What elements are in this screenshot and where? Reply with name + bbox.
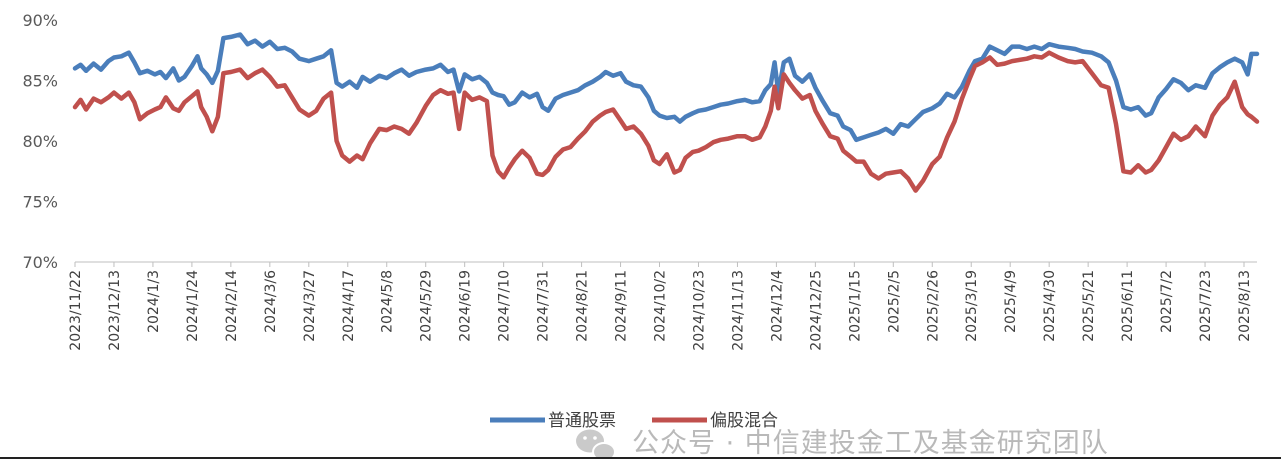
series-line-1 [72,32,1260,143]
x-tick-label: 2025/8/13 [1237,270,1253,342]
x-tick-label: 2023/12/13 [107,270,123,351]
x-tick-label: 2024/10/2 [653,270,669,342]
x-tick-label: 2025/2/5 [886,270,902,333]
x-tick-label: 2024/8/21 [575,270,591,342]
x-tick-label: 2024/1/24 [185,270,201,342]
x-tick-label: 2024/5/8 [380,270,396,333]
y-tick-label: 90% [22,11,58,30]
legend: 普通股票 偏股混合 [490,411,778,431]
y-axis: 70% 75% 80% 85% 90% [22,11,58,272]
x-tick-label: 2024/4/17 [341,270,357,342]
legend-label: 普通股票 [548,411,616,431]
x-tick-label: 2024/12/25 [808,270,824,351]
x-tick-label: 2024/3/6 [263,270,279,333]
y-tick-label: 80% [22,132,58,151]
x-tick-label: 2024/1/3 [146,270,162,333]
y-tick-label: 75% [22,193,58,212]
x-tick-label: 2024/2/14 [224,270,240,342]
x-tick-label: 2024/3/27 [302,270,318,342]
legend-label: 偏股混合 [710,411,778,431]
x-tick-label: 2025/5/21 [1081,270,1097,342]
watermark-text: 公众号 · 中信建投金工及基金研究团队 [632,428,1109,459]
y-tick-label: 70% [22,253,58,272]
x-tick-label: 2025/1/15 [847,270,863,342]
x-tick-label: 2023/11/22 [68,270,84,351]
series-line-2 [72,50,1260,193]
x-tick-label: 2024/5/29 [419,270,435,342]
x-tick-label: 2025/7/23 [1198,270,1214,342]
x-tick-label: 2025/3/19 [964,270,980,342]
x-tick-label: 2024/6/19 [458,270,474,342]
x-tick-label: 2025/2/26 [925,270,941,342]
x-tick-label: 2024/7/31 [536,270,552,342]
x-tick-label: 2025/4/30 [1042,270,1058,342]
watermark: 公众号 · 中信建投金工及基金研究团队 [576,428,1109,459]
x-tick-label: 2024/12/4 [769,270,785,342]
x-tick-label: 2024/11/13 [730,270,746,351]
x-tick-label: 2024/10/23 [691,270,707,351]
wechat-icon [576,429,616,459]
bottom-rule [0,457,1281,459]
x-tick-label: 2024/7/10 [497,270,513,342]
x-tick-label: 2024/9/11 [614,270,630,342]
x-tick-label: 2025/4/9 [1003,270,1019,333]
x-tick-label: 2025/6/11 [1120,270,1136,342]
series-layer [72,32,1260,193]
x-tick-label: 2025/7/2 [1159,270,1175,333]
y-tick-label: 85% [22,72,58,91]
x-axis: 2023/11/22 2023/12/13 2024/1/3 2024/1/24 202… [68,261,1257,351]
